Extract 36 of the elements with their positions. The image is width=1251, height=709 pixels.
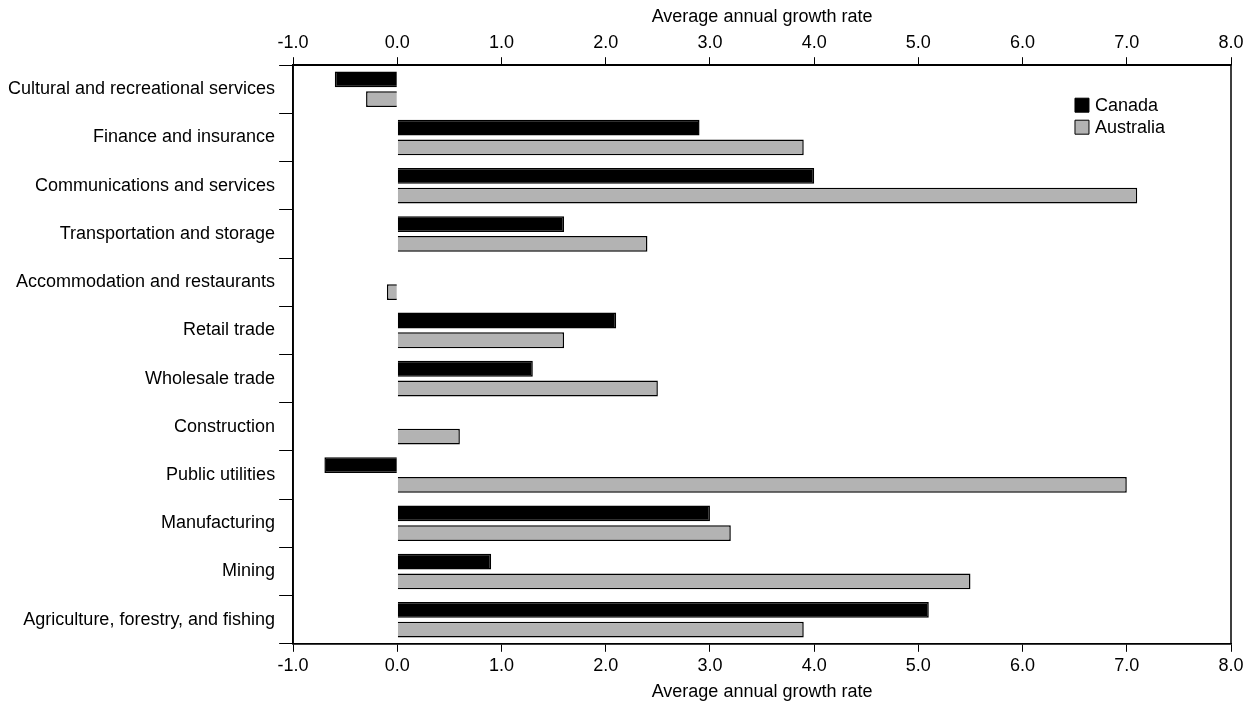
y-tick-label: Transportation and storage <box>59 222 276 243</box>
y-tick-label: Public utilities <box>166 464 276 485</box>
y-tick-label: Communications and services <box>35 174 276 195</box>
x-tick-label: 3.0 <box>697 32 723 53</box>
x2-tick-label: 2.0 <box>593 654 619 675</box>
x-tick-label: 6.0 <box>1010 32 1036 53</box>
x2-tick-label: 7.0 <box>1114 654 1140 675</box>
x-tick-label: 1.0 <box>489 32 515 53</box>
x2-tick-label: 8.0 <box>1218 654 1244 675</box>
x2-axis-title: Average annual growth rate <box>651 5 873 26</box>
x2-tick-label: 6.0 <box>1010 654 1036 675</box>
x2-tick-label: 5.0 <box>905 654 931 675</box>
x2-tick-label: -1.0 <box>277 654 309 675</box>
x-tick-label: 2.0 <box>593 32 619 53</box>
y-tick-label: Retail trade <box>183 319 276 340</box>
x-tick-label: 7.0 <box>1114 32 1140 53</box>
x2-tick-label: 0.0 <box>384 654 410 675</box>
y-tick-label: Mining <box>222 560 276 581</box>
x2-tick-label: 4.0 <box>801 654 827 675</box>
x-tick-label: 4.0 <box>801 32 827 53</box>
legend-label: Canada <box>1094 95 1160 116</box>
legend-label: Australia <box>1094 117 1166 138</box>
x-axis-title: Average annual growth rate <box>651 681 873 702</box>
x-tick-label: 5.0 <box>905 32 931 53</box>
x2-tick-label: 3.0 <box>697 654 723 675</box>
x2-tick-label: 1.0 <box>489 654 515 675</box>
y-tick-label: Wholesale trade <box>145 367 276 388</box>
y-tick-label: Cultural and recreational services <box>7 78 276 99</box>
y-tick-label: Agriculture, forestry, and fishing <box>23 608 276 629</box>
x-tick-label: 0.0 <box>384 32 410 53</box>
y-tick-label: Construction <box>174 415 276 436</box>
y-tick-label: Finance and insurance <box>93 126 276 147</box>
x-tick-label: 8.0 <box>1218 32 1244 53</box>
y-tick-label: Accommodation and restaurants <box>15 271 276 292</box>
x-tick-label: -1.0 <box>277 32 309 53</box>
y-tick-label: Manufacturing <box>161 512 276 533</box>
